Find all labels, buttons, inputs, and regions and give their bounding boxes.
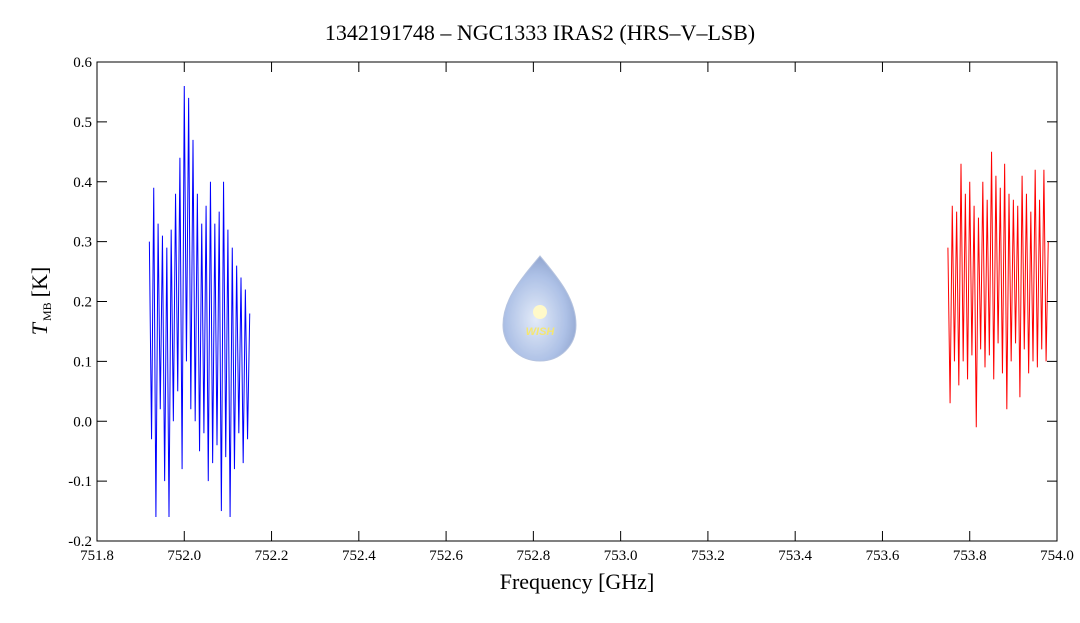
y-label-unit: [K] [27,267,52,298]
x-tick-label: 752.8 [516,548,550,564]
y-axis-label-text: TMB [K] [27,267,54,335]
y-tick-label: 0.2 [73,295,92,311]
spectrum-line [947,151,1049,428]
y-tick-label: -0.2 [68,534,92,550]
logo: WISH [502,255,577,362]
y-label-main: T [27,321,52,335]
x-tick-label: 751.8 [80,548,114,564]
x-tick-label: 753.8 [953,548,987,564]
x-tick-label: 753.6 [866,548,900,564]
y-tick-label: 0.1 [73,354,92,370]
y-tick-label: 0.4 [73,175,92,191]
x-tick-label: 752.0 [167,548,201,564]
y-tick-label: -0.1 [68,474,92,490]
y-label-sub: MB [40,302,54,321]
x-tick-label: 753.4 [778,548,812,564]
x-tick-label: 753.0 [604,548,638,564]
y-tick-label: 0.5 [73,115,92,131]
x-tick-label: 752.2 [255,548,289,564]
y-tick-label: 0.3 [73,235,92,251]
x-tick-label: 753.2 [691,548,725,564]
y-tick-label: 0.0 [73,414,92,430]
logo-star [533,305,547,319]
y-tick-label: 0.6 [73,55,92,71]
x-axis-label: Frequency [GHz] [500,569,655,594]
chart-title: 1342191748 – NGC1333 IRAS2 (HRS–V–LSB) [325,20,755,45]
x-tick-label: 752.4 [342,548,376,564]
x-tick-label: 752.6 [429,548,463,564]
x-tick-label: 754.0 [1040,548,1074,564]
logo-text: WISH [526,326,556,338]
y-axis-label: TMB [K] [27,267,54,335]
spectrum-line [148,85,251,518]
